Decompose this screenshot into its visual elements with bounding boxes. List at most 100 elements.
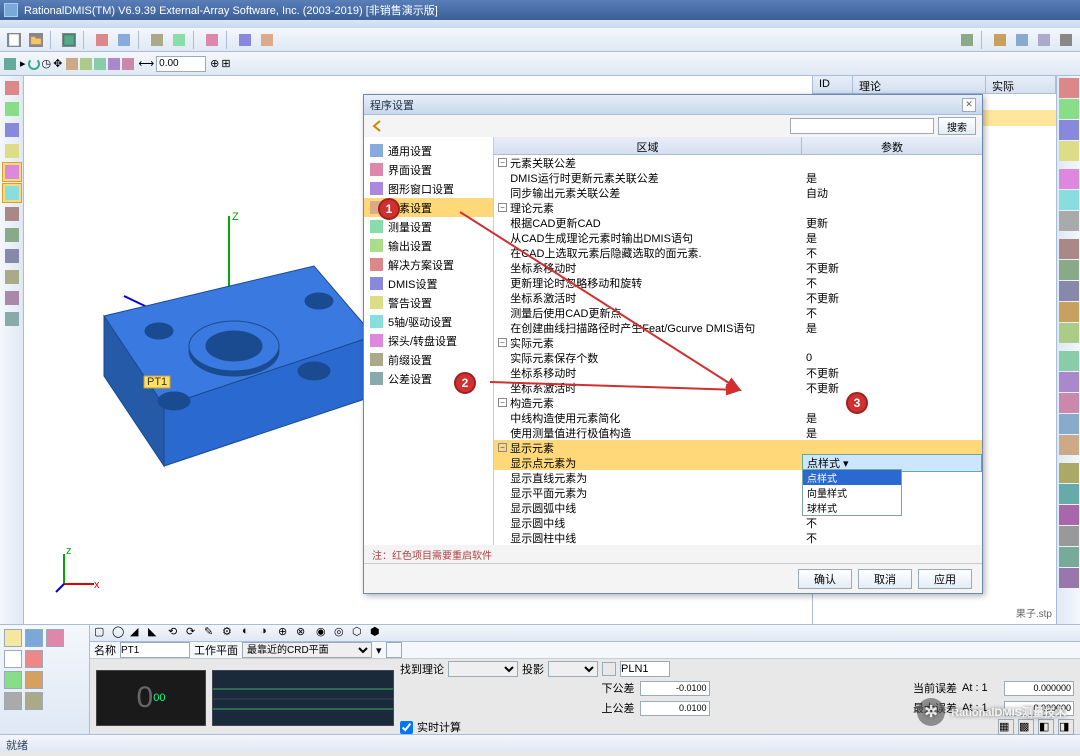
wp-btn[interactable]	[386, 642, 402, 658]
rt-13[interactable]	[1059, 351, 1079, 371]
search-input[interactable]	[790, 118, 934, 134]
property-list[interactable]: −元素关联公差 DMIS运行时更新元素关联公差是 同步输出元素关联公差自动−理论…	[494, 155, 982, 545]
back-icon[interactable]	[370, 119, 384, 133]
tb-b[interactable]	[114, 31, 134, 49]
prop-row[interactable]: 显示直线元素为不	[494, 470, 982, 485]
lt-10[interactable]	[2, 267, 22, 287]
rt-19[interactable]	[1059, 484, 1079, 504]
vt-i3[interactable]	[94, 58, 106, 70]
prop-row[interactable]: 显示点元素为点样式 ▾点样式向量样式球样式	[494, 455, 982, 470]
wp-select[interactable]: 最靠近的CRD平面	[242, 642, 372, 658]
bt-10[interactable]: ◑	[260, 625, 276, 641]
lt-9[interactable]	[2, 246, 22, 266]
rt-2[interactable]	[1059, 99, 1079, 119]
tb-r1[interactable]	[957, 31, 977, 49]
apply-button[interactable]: 应用	[918, 569, 972, 589]
vt-i1[interactable]	[66, 58, 78, 70]
bt-15[interactable]: ⬡	[352, 625, 368, 641]
vt-dim[interactable]: ⟷	[138, 57, 154, 70]
bl-9[interactable]	[25, 692, 43, 710]
category-11[interactable]: 前缀设置	[364, 350, 493, 369]
prop-row[interactable]: 在CAD上选取元素后隐藏选取的面元素.不	[494, 245, 982, 260]
rt-7[interactable]	[1059, 211, 1079, 231]
proj-btn[interactable]	[602, 662, 616, 676]
vt-i4[interactable]	[108, 58, 120, 70]
vt-i2[interactable]	[80, 58, 92, 70]
bt-12[interactable]: ⊗	[296, 625, 312, 641]
bl-4[interactable]	[4, 650, 22, 668]
prop-row[interactable]: −构造元素	[494, 395, 982, 410]
vt-clock[interactable]: ◷	[42, 57, 52, 70]
vt-home[interactable]	[4, 58, 16, 70]
lt-11[interactable]	[2, 288, 22, 308]
tb-r5[interactable]	[1056, 31, 1076, 49]
proj-val[interactable]	[620, 661, 670, 677]
tb-e[interactable]	[202, 31, 222, 49]
dd-opt[interactable]: 点样式	[803, 470, 901, 485]
close-icon[interactable]: ✕	[962, 98, 976, 112]
tb-r2[interactable]	[990, 31, 1010, 49]
rt-16[interactable]	[1059, 414, 1079, 434]
bt-9[interactable]: ◐	[242, 625, 258, 641]
rt-6[interactable]	[1059, 190, 1079, 210]
tb-r4[interactable]	[1034, 31, 1054, 49]
bt-1[interactable]: ▢	[94, 625, 110, 641]
rt-17[interactable]	[1059, 435, 1079, 455]
prop-row[interactable]: 坐标系移动时不更新	[494, 365, 982, 380]
rt-5[interactable]	[1059, 169, 1079, 189]
rt-22[interactable]	[1059, 547, 1079, 567]
tb-save[interactable]	[59, 31, 79, 49]
vt-pan[interactable]: ✥	[53, 57, 62, 70]
prop-row[interactable]: 坐标系激活时不更新	[494, 290, 982, 305]
bl-7[interactable]	[25, 671, 43, 689]
rt-4[interactable]	[1059, 141, 1079, 161]
rt-21[interactable]	[1059, 526, 1079, 546]
prop-row[interactable]: 同步输出元素关联公差自动	[494, 185, 982, 200]
category-5[interactable]: 输出设置	[364, 236, 493, 255]
lt-6[interactable]	[2, 183, 22, 203]
bl-8[interactable]	[4, 692, 22, 710]
rt-9[interactable]	[1059, 260, 1079, 280]
category-7[interactable]: DMIS设置	[364, 274, 493, 293]
proj-select[interactable]	[548, 661, 598, 677]
tb-a[interactable]	[92, 31, 112, 49]
bl-6[interactable]	[4, 671, 22, 689]
tb-new[interactable]	[4, 31, 24, 49]
bt-2[interactable]: ◯	[112, 625, 128, 641]
tb-d[interactable]	[169, 31, 189, 49]
rt-14[interactable]	[1059, 372, 1079, 392]
lt-5[interactable]	[2, 162, 22, 182]
rt-11[interactable]	[1059, 302, 1079, 322]
rt-20[interactable]	[1059, 505, 1079, 525]
tb-c[interactable]	[147, 31, 167, 49]
coord-input[interactable]	[156, 56, 206, 72]
prop-row[interactable]: 坐标系移动时不更新	[494, 260, 982, 275]
category-10[interactable]: 探头/转盘设置	[364, 331, 493, 350]
bt-7[interactable]: ✎	[204, 625, 220, 641]
bt-4[interactable]: ◣	[148, 625, 164, 641]
category-9[interactable]: 5轴/驱动设置	[364, 312, 493, 331]
lt-8[interactable]	[2, 225, 22, 245]
prop-row[interactable]: 根据CAD更新CAD更新	[494, 215, 982, 230]
search-button[interactable]: 搜索	[938, 117, 976, 135]
prop-row[interactable]: 更新理论时忽略移动和旋转不	[494, 275, 982, 290]
prop-row[interactable]: 显示平面元素为不	[494, 485, 982, 500]
prop-row[interactable]: 从CAD生成理论元素时输出DMIS语句是	[494, 230, 982, 245]
bl-5[interactable]	[25, 650, 43, 668]
bt-13[interactable]: ◉	[316, 625, 332, 641]
category-6[interactable]: 解决方案设置	[364, 255, 493, 274]
bt-3[interactable]: ◢	[130, 625, 146, 641]
lt-12[interactable]	[2, 309, 22, 329]
bt-8[interactable]: ⚙	[222, 625, 238, 641]
rt-8[interactable]	[1059, 239, 1079, 259]
rt-1[interactable]	[1059, 78, 1079, 98]
find-select[interactable]	[448, 661, 518, 677]
tb-open[interactable]	[26, 31, 46, 49]
lt-2[interactable]	[2, 99, 22, 119]
bt-16[interactable]: ⬢	[370, 625, 386, 641]
category-1[interactable]: 界面设置	[364, 160, 493, 179]
ok-button[interactable]: 确认	[798, 569, 852, 589]
bl-1[interactable]	[4, 629, 22, 647]
vt-j1[interactable]: ⊕	[210, 57, 219, 70]
bt-6[interactable]: ⟳	[186, 625, 202, 641]
